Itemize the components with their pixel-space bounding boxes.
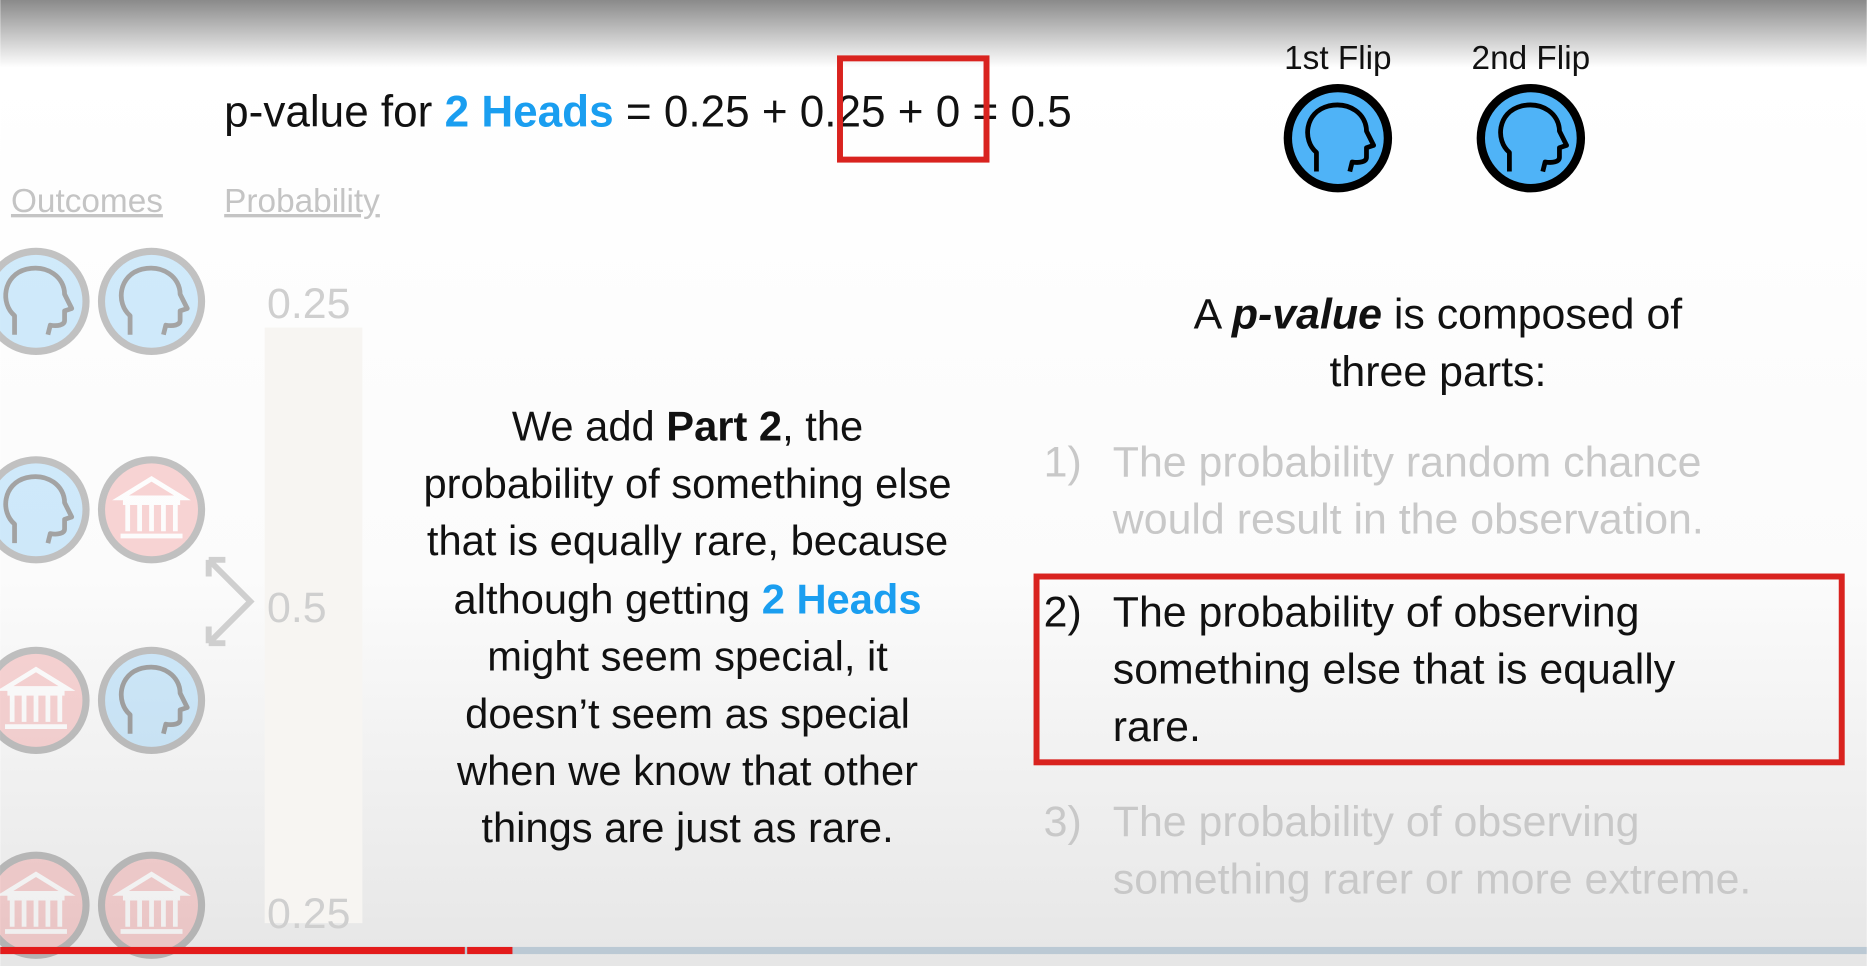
text: A <box>1194 291 1232 339</box>
item-number: 2) <box>1044 589 1082 637</box>
progress-played <box>0 946 465 955</box>
item-line: The probability random chance <box>1113 438 1702 486</box>
equation-highlight: 2 Heads <box>445 87 614 136</box>
item-line: something else that is equally <box>1113 646 1676 694</box>
explanation-line: We add Part 2, the <box>512 403 863 450</box>
definition-heading: three parts: <box>1330 348 1547 396</box>
item-line: would result in the observation. <box>1112 496 1704 544</box>
outcome-coins <box>0 247 206 959</box>
coin-heads <box>0 247 90 355</box>
text: We add <box>512 403 666 450</box>
probability: 0.25 <box>267 890 350 938</box>
highlight-box <box>837 55 990 163</box>
explanation-line: although getting 2 Heads <box>454 575 922 622</box>
explanation-line: that is equally rare, because <box>427 517 948 564</box>
probability: 0.5 <box>267 584 327 632</box>
explanation-line: might seem special, it <box>487 633 888 680</box>
progress-played <box>467 946 513 955</box>
explanation-line: when we know that other <box>456 747 918 794</box>
text: , the <box>782 403 863 450</box>
equation: p-value for 2 Heads = 0.25 + 0.25 + 0 = … <box>224 87 1072 136</box>
explanation-line: things are just as rare. <box>481 804 893 851</box>
probability-column <box>264 327 363 924</box>
definition-heading: A p-value is composed of <box>1194 291 1683 339</box>
bold-text: Part 2 <box>666 403 782 450</box>
flip-label: 1st Flip <box>1284 40 1391 77</box>
progress-track[interactable] <box>0 946 1867 955</box>
item-line: The probability of observing <box>1113 589 1640 637</box>
text: is composed of <box>1382 291 1682 339</box>
equation-part: + 0 = 0.5 <box>886 87 1072 136</box>
explanation-line: doesn’t seem as special <box>465 690 910 737</box>
text: although getting <box>454 575 762 622</box>
explanation: We add Part 2, the probability of someth… <box>423 403 951 851</box>
bold-italic-text: p-value <box>1231 291 1382 339</box>
highlight-text: 2 Heads <box>762 575 922 622</box>
column-header: Probability <box>224 183 380 220</box>
bracket-arrow <box>205 556 255 647</box>
equation-part: = 0.25 + <box>614 87 800 136</box>
item-number: 1) <box>1044 438 1082 486</box>
item-line: rare. <box>1113 703 1201 751</box>
explanation-line: probability of something else <box>423 460 951 507</box>
column-header: Outcomes <box>11 183 163 220</box>
item-number: 3) <box>1044 798 1082 846</box>
coin-heads <box>0 456 90 564</box>
definition: A p-value is composed of three parts: 1)… <box>1044 291 1752 904</box>
item-line: something rarer or more extreme. <box>1113 855 1752 903</box>
probability: 0.25 <box>267 280 350 328</box>
item-line: The probability of observing <box>1113 798 1640 846</box>
flip-label: 2nd Flip <box>1472 40 1591 77</box>
highlight-box <box>1033 573 1845 766</box>
equation-part: p-value for <box>224 87 444 136</box>
